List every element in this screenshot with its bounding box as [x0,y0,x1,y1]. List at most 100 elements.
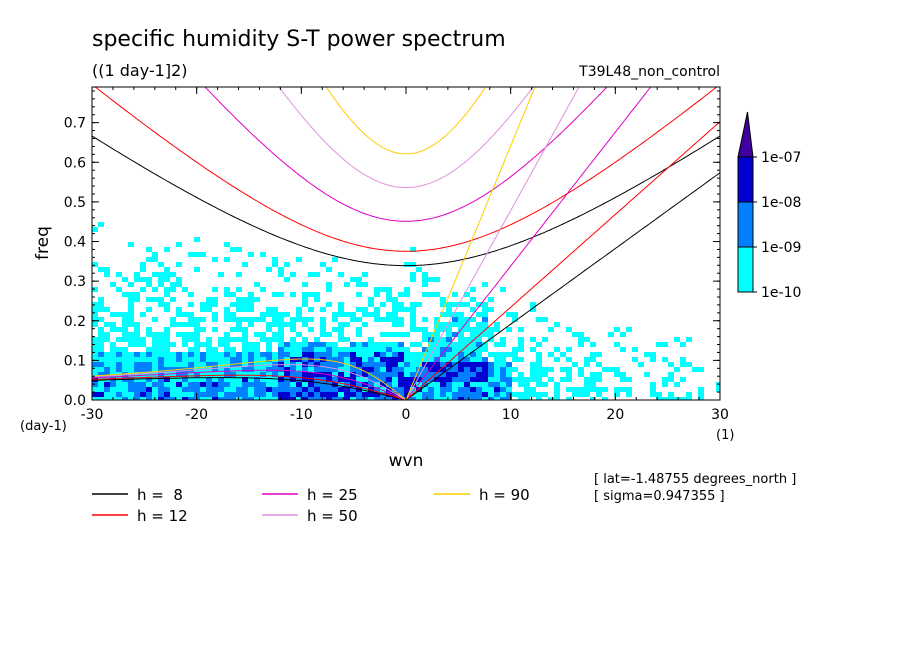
heatmap-cell [386,342,392,347]
heatmap-cell [680,397,686,400]
heatmap-cell [224,312,230,317]
heatmap-cell [536,382,542,387]
heatmap-cell [116,392,122,397]
heatmap-cell [362,347,368,352]
heatmap-cell [116,327,122,332]
heatmap-cell [326,352,332,357]
heatmap-cell [152,377,158,382]
heatmap-cell [188,392,194,397]
heatmap-cell [128,242,134,247]
heatmap-cell [404,357,410,362]
heatmap-cell [128,307,134,312]
heatmap-cell [290,342,296,347]
rossby-curve-h12 [92,374,407,400]
heatmap-cell [134,397,140,400]
heatmap-cell [554,397,560,400]
heatmap-cell [236,297,242,302]
heatmap-cell [134,362,140,367]
heatmap-cell [470,337,476,342]
heatmap-cell [230,302,236,307]
heatmap-cell [446,377,452,382]
heatmap-cell [638,362,644,367]
heatmap-cell [182,387,188,392]
heatmap-cell [320,397,326,400]
heatmap-cell [452,352,458,357]
heatmap-cell [326,302,332,307]
heatmap-cell [422,362,428,367]
heatmap-cell [572,362,578,367]
heatmap-cell [326,392,332,397]
heatmap-cell [470,392,476,397]
heatmap-cell [188,347,194,352]
heatmap-cell [464,387,470,392]
y-axis-title: freq [33,226,53,260]
heatmap-cell [218,357,224,362]
heatmap-cell [296,342,302,347]
heatmap-cell [356,377,362,382]
heatmap-cell [224,372,230,377]
heatmap-cell [200,317,206,322]
heatmap-cell [326,377,332,382]
heatmap-cell [242,382,248,387]
heatmap-cell [428,362,434,367]
heatmap-cell [626,377,632,382]
heatmap-cell [284,392,290,397]
heatmap-cell [164,377,170,382]
heatmap-cell [422,387,428,392]
heatmap-cell [164,247,170,252]
heatmap-cell [230,317,236,322]
heatmap-cell [278,322,284,327]
heatmap-cell [284,277,290,282]
heatmap-cell [368,312,374,317]
heatmap-cell [350,342,356,347]
heatmap-cell [404,362,410,367]
heatmap-cell [434,327,440,332]
heatmap-cell [182,332,188,337]
heatmap-cell [308,307,314,312]
heatmap-cell [224,317,230,322]
heatmap-cell [470,397,476,400]
heatmap-cell [140,262,146,267]
heatmap-cell [392,312,398,317]
heatmap-cell [236,302,242,307]
x-tick-label: -10 [290,407,313,423]
heatmap-cell [92,227,98,232]
heatmap-cell [428,377,434,382]
heatmap-cell [230,392,236,397]
heatmap-cell [122,392,128,397]
heatmap-cell [224,387,230,392]
heatmap-cell [140,392,146,397]
heatmap-cell [170,357,176,362]
heatmap-cell [572,392,578,397]
heatmap-cell [434,317,440,322]
heatmap-cell [218,377,224,382]
heatmap-cell [338,332,344,337]
heatmap-cell [104,367,110,372]
heatmap-cell [272,352,278,357]
kelvin-curve-h12 [405,121,720,400]
heatmap-cell [242,337,248,342]
heatmap-cell [242,317,248,322]
heatmap-cell [194,337,200,342]
heatmap-cell [146,347,152,352]
heatmap-cell [446,362,452,367]
heatmap-cell [98,317,104,322]
kelvin-curve-h50 [405,87,580,400]
heatmap-cell [248,292,254,297]
heatmap-cell [212,372,218,377]
heatmap-cell [224,337,230,342]
heatmap-cell [152,317,158,322]
heatmap-cell [374,292,380,297]
heatmap-cell [422,277,428,282]
heatmap-cell [200,377,206,382]
heatmap-cell [170,397,176,400]
heatmap-cell [206,372,212,377]
heatmap-cell [128,367,134,372]
heatmap-cell [212,367,218,372]
heatmap-cell [212,357,218,362]
heatmap-cell [236,307,242,312]
heatmap-cell [542,372,548,377]
heatmap-cell [92,337,98,342]
heatmap-cell [200,302,206,307]
heatmap-cell [206,367,212,372]
